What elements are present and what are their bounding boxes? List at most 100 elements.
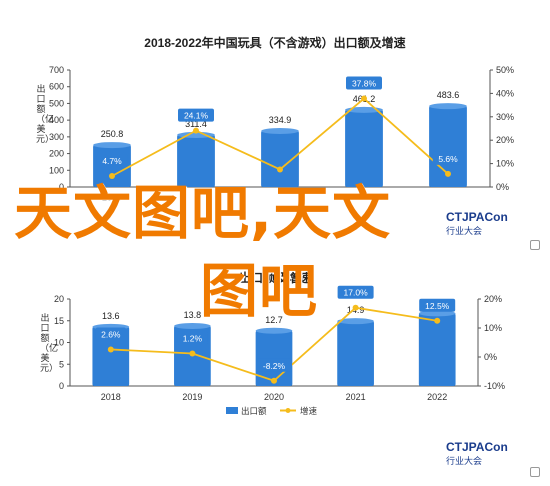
top-bar <box>429 106 467 187</box>
bottom-xtick-label: 2018 <box>101 392 121 402</box>
top-growth-label: 4.7% <box>102 156 122 166</box>
top-xtick-label: 2018 <box>102 193 122 203</box>
bottom-bar <box>418 313 456 386</box>
top-growth-label-bg <box>96 154 128 168</box>
top-bar-cap <box>429 103 467 110</box>
bottom-legend-line-dot <box>285 408 291 413</box>
bottom-growth-point <box>434 317 441 324</box>
top-growth-point <box>361 95 367 102</box>
bottom-bar-value-label: 12.7 <box>265 315 283 325</box>
top-growth-label-bg <box>178 108 214 122</box>
top-y2tick-label: 20% <box>496 135 514 145</box>
bottom-xtick-label: 2020 <box>264 392 284 402</box>
top-ytick-label: 300 <box>49 132 64 142</box>
top-growth-label-bg <box>346 76 382 90</box>
top-logo-sub: 行业大会 <box>446 226 483 236</box>
bottom-bar-cap <box>337 318 374 325</box>
bottom-legend-line-label: 增速 <box>300 406 318 416</box>
bottom-y2tick-label: 10% <box>484 323 502 333</box>
top-ytick-label: 500 <box>49 98 64 108</box>
bottom-bar <box>337 321 374 386</box>
top-bar-value-label: 311.4 <box>185 119 207 129</box>
top-bar-value-label: 334.9 <box>269 115 292 125</box>
top-ytick-label: 600 <box>49 82 64 92</box>
bottom-growth-label: -8.2% <box>263 361 286 371</box>
bottom-ytick-label: 20 <box>54 294 64 304</box>
top-ytick-label: 400 <box>49 115 64 125</box>
bottom-y2tick-label: 0% <box>484 352 497 362</box>
top-chart-panel: 2018-2022年中国玩具（不含游戏）出口额及增速 出口额（亿美元） 0 100… <box>36 36 540 250</box>
top-ytick-label: 0 <box>59 182 64 192</box>
bottom-bar-cap <box>174 322 211 329</box>
bottom-ytick-label: 15 <box>54 316 64 326</box>
bottom-growth-label: 2.6% <box>101 329 121 339</box>
bottom-growth-label: 12.5% <box>425 301 450 311</box>
bottom-growth-label-bg <box>95 327 126 341</box>
top-growth-point <box>277 166 283 173</box>
bottom-growth-label: 17.0% <box>344 288 369 298</box>
top-ytick-label: 100 <box>49 165 64 175</box>
top-growth-label: 24.1% <box>184 111 209 121</box>
top-chart-ylabel: 出口额（亿美元） <box>36 84 55 144</box>
top-bar <box>345 109 383 187</box>
bottom-bar-value-label: 13.8 <box>184 310 202 320</box>
bottom-chart-plot: 0 5 10 15 20 -10% 0% 10% 20% 2018 2019 2020 2021 2022… <box>54 285 505 416</box>
bottom-bar-cap <box>418 310 456 317</box>
top-logo: CTJPACon 行业大会 <box>446 210 508 237</box>
watermark-line-1: 天文图吧,天文 <box>14 179 392 247</box>
top-growth-point <box>445 170 451 177</box>
bottom-growth-label: 1.2% <box>183 334 203 344</box>
bottom-growth-point <box>352 304 359 311</box>
top-growth-point <box>193 127 199 134</box>
bottom-logo-sub: 行业大会 <box>446 456 483 466</box>
top-bar <box>261 131 299 187</box>
bottom-xtick-label: 2021 <box>346 392 366 402</box>
bottom-ytick-label: 10 <box>54 338 64 348</box>
bottom-legend-bar-swatch <box>226 407 238 414</box>
top-y2tick-label: 50% <box>496 65 514 75</box>
bottom-y2tick-label: -10% <box>484 381 505 391</box>
top-ytick-label: 700 <box>49 65 64 75</box>
bottom-growth-label-bg <box>177 331 208 345</box>
top-bar <box>177 134 215 187</box>
top-y2tick-label: 0% <box>496 182 509 192</box>
bottom-chart-panel: 出口额及增速 出口额（亿美元） 0 5 10 15 20 -10% 0% 10% 20% 2018… <box>0 245 550 486</box>
bottom-growth-point <box>107 346 114 353</box>
top-growth-label: 5.6% <box>438 154 458 164</box>
bottom-bar-cap <box>255 327 293 334</box>
bottom-chart-title: 出口额及增速 <box>238 271 311 285</box>
watermark-line-2: 图吧 <box>200 257 319 325</box>
top-chart-plot: 0 100 200 300 400 500 600 700 0% 10% 20% 30% 40% 50% 2… <box>49 65 514 203</box>
bottom-xtick-label: 2019 <box>182 392 202 402</box>
bottom-bar <box>92 326 130 386</box>
bottom-logo: CTJPACon 行业大会 <box>446 440 508 467</box>
bottom-chart-ylabel: 出口额（亿美元） <box>40 313 59 373</box>
top-bar-cap <box>261 128 299 135</box>
corner-icon <box>530 240 540 250</box>
top-bar-value-label: 250.8 <box>101 129 124 139</box>
bottom-growth-point <box>271 377 277 384</box>
bottom-ytick-label: 5 <box>59 359 64 369</box>
bottom-ytick-label: 0 <box>59 381 64 391</box>
top-bar-cap <box>93 142 131 149</box>
bottom-xtick-label: 2022 <box>427 392 447 402</box>
top-growth-label: 37.8% <box>352 79 377 89</box>
top-bar-cap <box>345 106 383 113</box>
top-y2tick-label: 30% <box>496 112 514 122</box>
corner-icon-bottom <box>530 467 540 477</box>
bottom-y2tick-label: 20% <box>484 294 502 304</box>
bottom-growth-point <box>189 350 196 357</box>
top-logo-text: CTJPACon <box>446 210 508 224</box>
bottom-growth-label-bg <box>419 298 456 312</box>
bottom-legend-bar-label: 出口额 <box>241 406 267 416</box>
top-growth-label-bg <box>432 151 464 165</box>
bottom-logo-text: CTJPACon <box>446 440 508 454</box>
bottom-growth-label-bg <box>337 285 374 299</box>
bottom-bar <box>255 330 293 386</box>
top-ytick-label: 200 <box>49 149 64 159</box>
top-chart-title: 2018-2022年中国玩具（不含游戏）出口额及增速 <box>144 36 406 50</box>
top-y2tick-label: 40% <box>496 88 514 98</box>
top-growth-point <box>109 173 115 180</box>
bottom-bar-value-label: 13.6 <box>102 311 120 321</box>
top-bar-value-label: 483.6 <box>437 90 460 100</box>
